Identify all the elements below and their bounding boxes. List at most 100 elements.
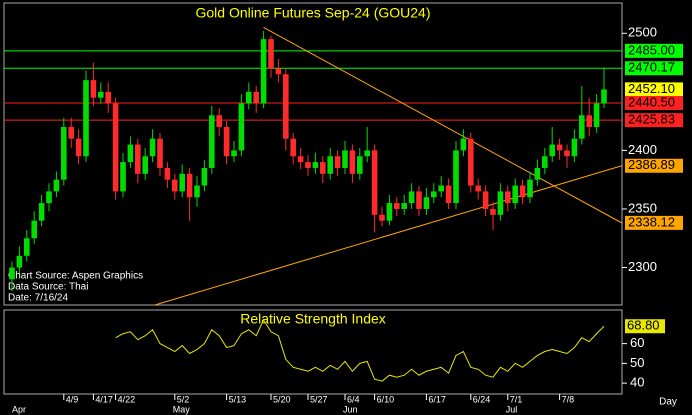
candle-body [290,138,296,157]
candle-body [179,173,185,192]
candle-body [564,150,570,157]
candle-body [83,80,89,157]
candle-body [416,191,422,209]
candle-body [386,203,393,221]
candle-body [68,126,74,139]
candle-body [135,144,141,174]
x-tick-label: 6/24 [473,394,491,404]
trendline [263,26,622,224]
candle-body [334,156,341,168]
x-tick-label: 6/10 [377,394,395,404]
y-tick-label: 2400 [628,142,657,157]
candle-body [579,115,585,139]
trendline [154,165,622,306]
candle-body [327,156,333,174]
candle-body [31,220,37,239]
level-label: 2470.17 [628,60,675,75]
annotation: Chart Source: Aspen Graphics [8,271,143,282]
rsi-tag [625,319,665,334]
candle-body [201,167,208,186]
month-label: May [173,404,191,414]
level-tag [625,95,683,110]
candle-body [460,138,467,151]
annotation: Date: 7/16/24 [8,293,68,304]
rsi-title: Relative Strength Index [240,311,386,327]
candle-body [149,138,156,157]
rsi-last-label: 68.80 [627,318,660,333]
chart-title: Gold Online Futures Sep-24 (GOU24) [196,5,431,21]
candle-body [445,185,452,204]
candle-body [534,167,541,180]
y-tick-label: 2300 [628,259,657,274]
candle-body [408,191,415,204]
candle-body [379,214,385,221]
candle-body [75,138,82,157]
candle-body [468,138,474,186]
candle-body [342,150,348,168]
candle-body [527,179,533,198]
level-tag [625,215,683,230]
candle-body [164,167,171,180]
y-tick-label: 2500 [628,25,657,40]
candle-body [283,74,289,139]
candle-body [194,185,200,198]
candle-body [512,185,518,204]
x-tick-label: 4/22 [118,394,136,404]
candle-body [223,126,230,157]
candle-body [142,156,148,174]
level-label: 2386.89 [628,157,675,172]
level-label: 2425.83 [628,112,675,127]
candle-body [401,203,407,209]
candle-body [61,126,67,180]
x-tick-label: 7/8 [562,394,575,404]
candle-body [438,185,444,192]
candle-body [209,115,215,168]
candle-body [519,185,526,198]
candle-body [431,191,437,198]
candle-body [364,150,370,157]
y-tick-label: 2350 [628,200,657,215]
candle-body [238,103,245,151]
candle-body [24,238,30,256]
level-label: 2338.12 [628,214,675,229]
candle-body [497,191,504,215]
candle-body [157,138,163,168]
x-tick-label: 5/20 [273,394,291,404]
month-label: Jun [343,404,358,414]
candle-body [586,115,592,127]
candle-body [475,185,481,192]
candle-body [216,115,222,127]
x-axis-label: Day [659,397,677,408]
candle-body [98,91,104,98]
candle-body [571,138,578,157]
month-label: Jul [506,404,518,414]
candle-body [482,191,489,209]
candle-body [186,173,193,198]
y-tick-label: 40 [630,375,644,390]
annotation: Data Source: Thai [8,282,88,293]
candle-body [53,179,60,192]
candle-body [305,162,311,168]
candle-body [297,156,304,163]
x-tick-label: 4/9 [66,394,79,404]
candle-body [253,91,259,104]
candle-body [505,191,511,204]
candle-body [268,39,274,69]
x-tick-label: 6/4 [347,394,360,404]
x-tick-label: 7/1 [510,394,523,404]
candle-body [16,255,23,268]
candle-body [394,203,400,209]
candle-body [105,91,111,104]
candle-body [9,267,15,280]
level-label: 2452.10 [628,81,675,96]
candle-body [90,80,97,98]
candle-body [371,150,378,215]
level-label: 2440.50 [628,94,675,109]
month-label: Apr [12,404,26,414]
y-tick-label: 60 [630,335,644,350]
candle-body [246,91,252,104]
x-tick-label: 4/17 [95,394,113,404]
